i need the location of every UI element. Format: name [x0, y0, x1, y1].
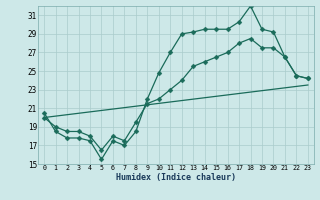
- X-axis label: Humidex (Indice chaleur): Humidex (Indice chaleur): [116, 173, 236, 182]
